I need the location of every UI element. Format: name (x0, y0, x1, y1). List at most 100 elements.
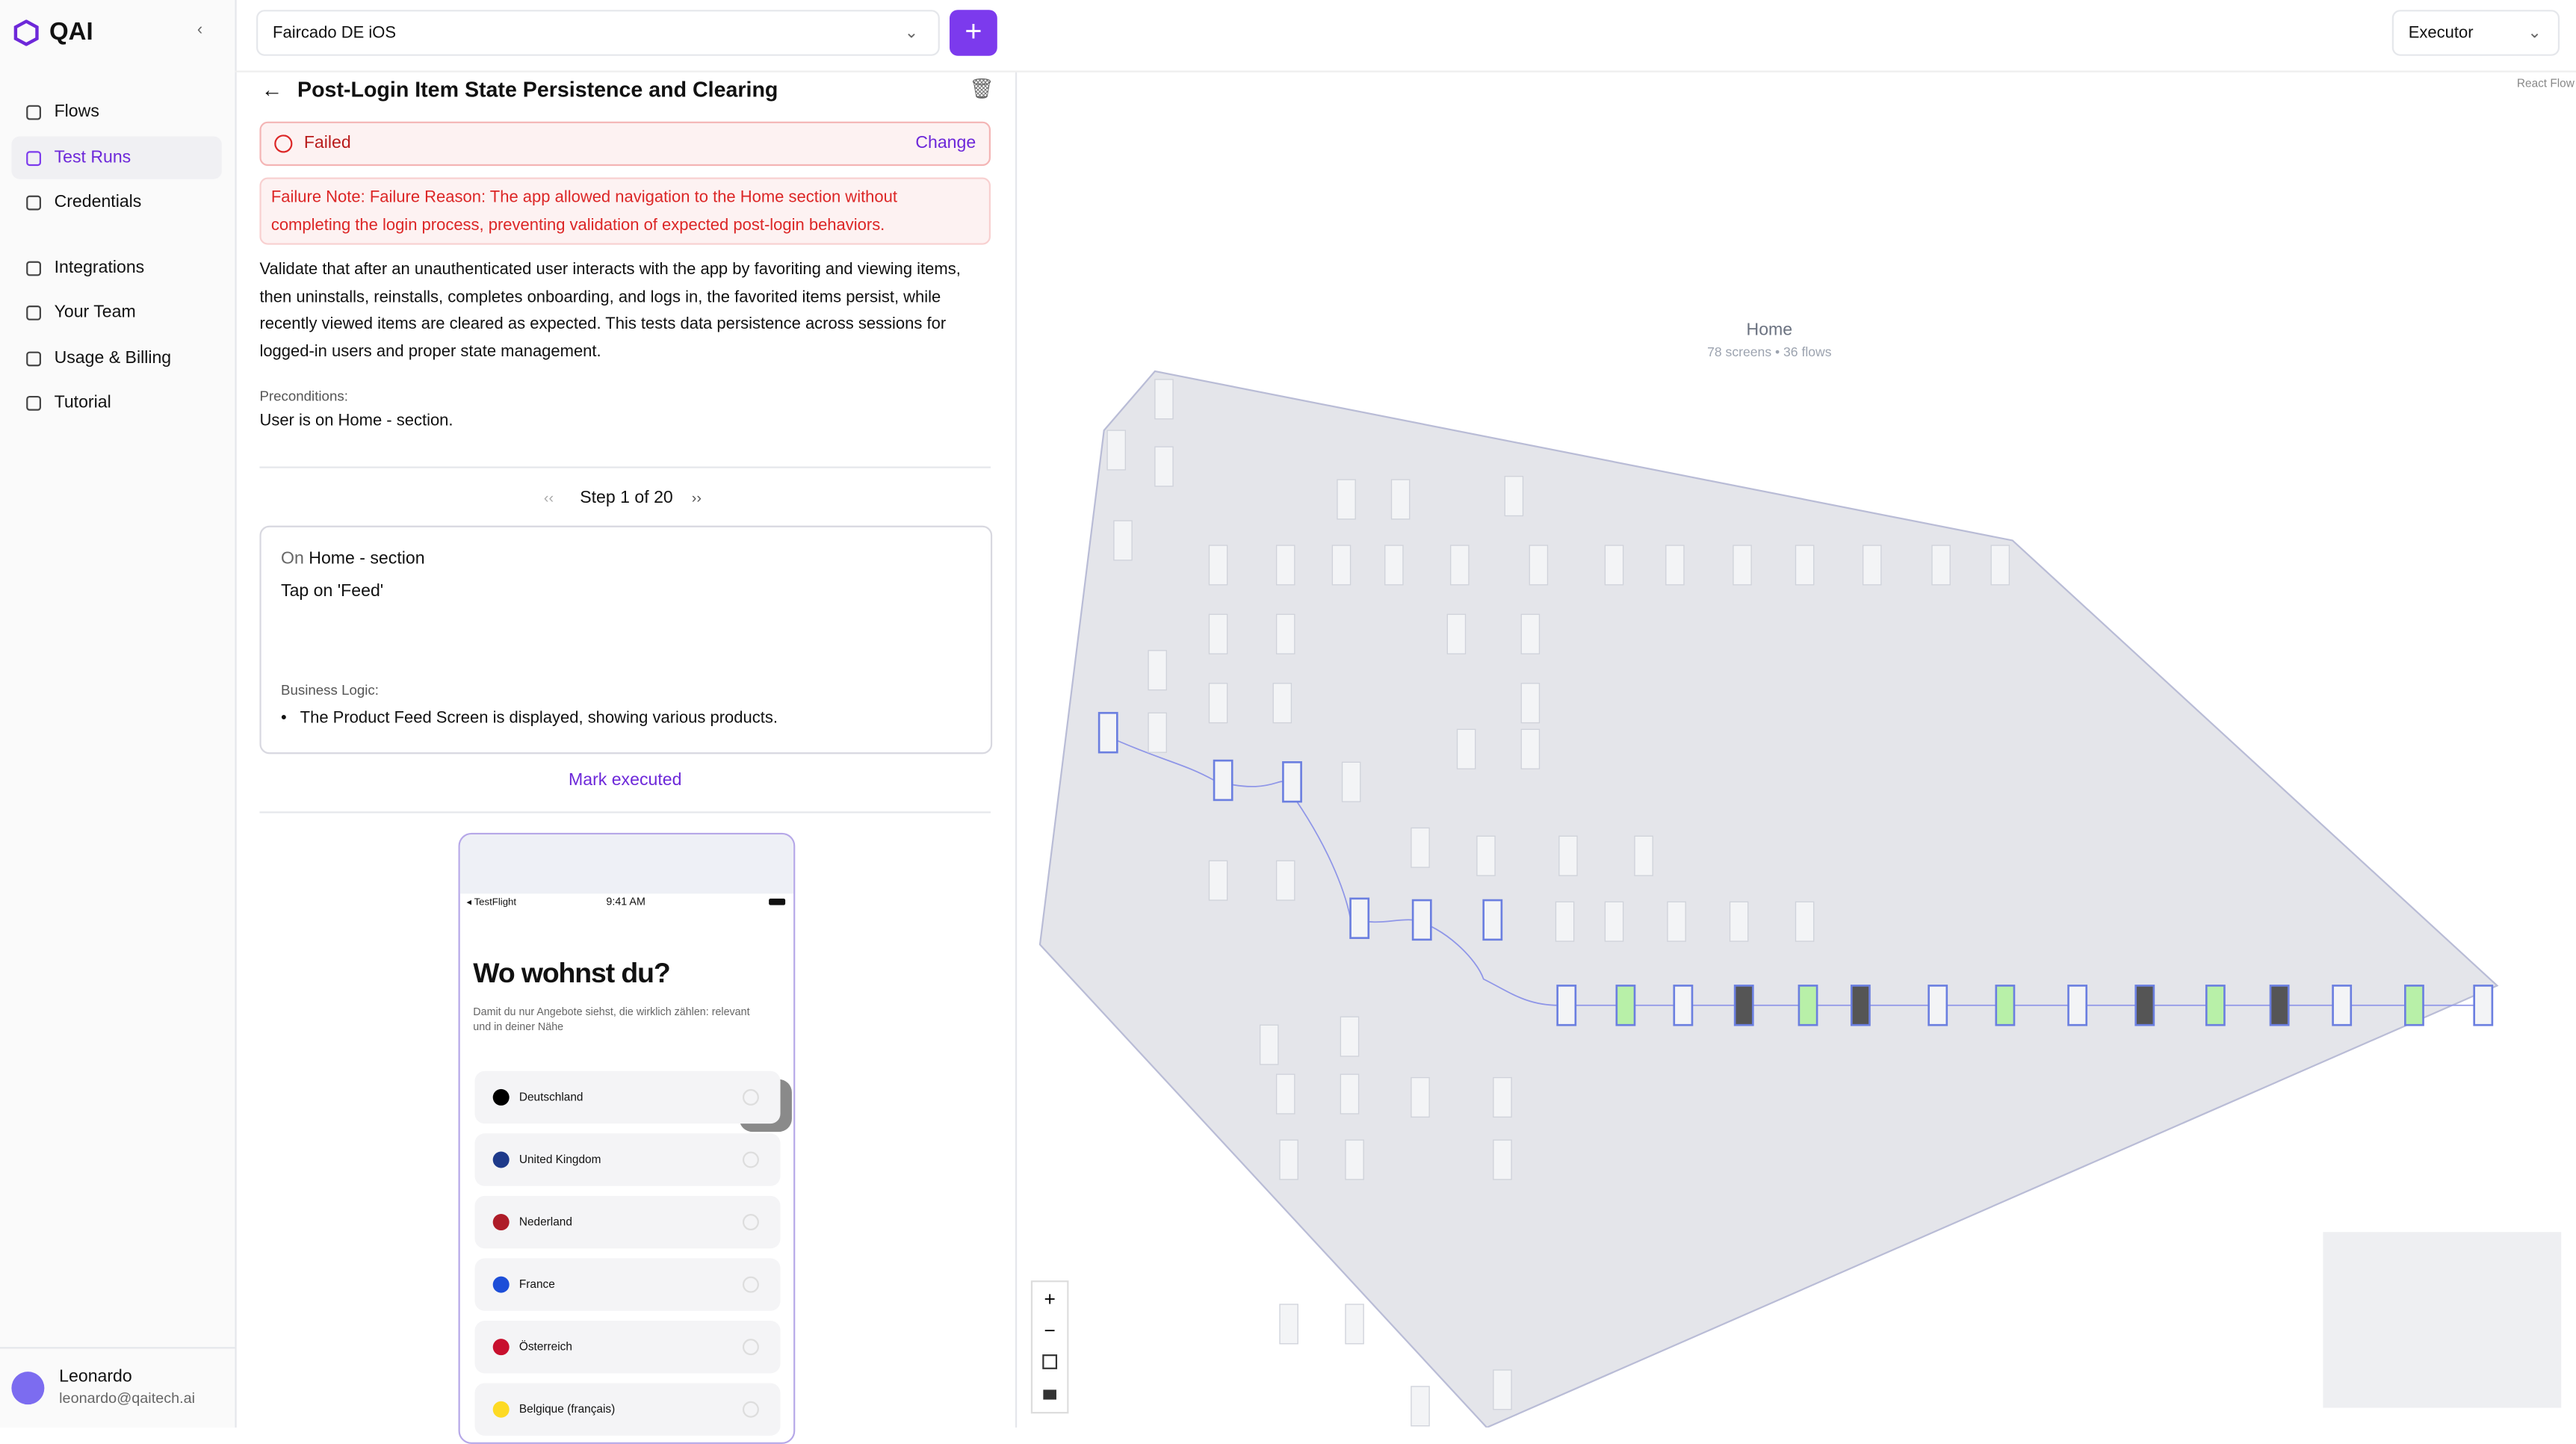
nav-item[interactable]: Integrations (11, 247, 221, 289)
screen-node[interactable] (2473, 985, 2494, 1026)
screen-node[interactable] (1520, 683, 1541, 724)
screen-node[interactable] (1154, 379, 1174, 420)
screen-node[interactable] (2067, 985, 2088, 1026)
lock[interactable] (1043, 1389, 1056, 1400)
screen-node[interactable] (1733, 985, 1754, 1026)
screen-node[interactable] (1272, 683, 1292, 724)
screen-node[interactable] (1555, 901, 1575, 942)
screen-node[interactable] (1476, 835, 1496, 876)
nav-item[interactable]: Test Runs (11, 136, 222, 179)
screen-node[interactable] (1604, 545, 1624, 586)
screen-node[interactable] (1615, 985, 1636, 1026)
screen-node[interactable] (1259, 1024, 1279, 1065)
screen-node[interactable] (1208, 683, 1228, 724)
screen-node[interactable] (1208, 545, 1228, 586)
screen-node[interactable] (1411, 827, 1430, 868)
country-option[interactable]: Deutschland (474, 1070, 781, 1124)
country-option[interactable]: United Kingdom (474, 1133, 781, 1186)
screen-node[interactable] (1275, 860, 1295, 901)
country-option[interactable]: Österreich (474, 1320, 781, 1374)
project-select[interactable]: Faircado DE iOS ⌄ (256, 10, 940, 56)
screen-node[interactable] (1208, 860, 1228, 901)
change-link[interactable]: Change (915, 133, 976, 153)
screen-node[interactable] (1275, 1073, 1295, 1115)
country-option[interactable]: France (474, 1258, 781, 1311)
screen-node[interactable] (1282, 761, 1302, 803)
delete[interactable]: 🗑 (969, 77, 994, 101)
next-step[interactable]: ›› (691, 489, 702, 506)
screen-node[interactable] (1931, 545, 1951, 586)
screen-node[interactable] (1928, 985, 1948, 1026)
screen-node[interactable] (1341, 761, 1361, 802)
screen-node[interactable] (2134, 985, 2155, 1026)
screen-node[interactable] (1345, 1139, 1364, 1180)
screen-node[interactable] (1275, 545, 1295, 586)
screen-node[interactable] (1493, 1369, 1512, 1410)
screen-node[interactable] (1279, 1139, 1298, 1180)
screen-node[interactable] (1275, 613, 1295, 654)
screen-node[interactable] (1990, 545, 2010, 586)
screen-node[interactable] (1411, 899, 1432, 941)
screen-node[interactable] (1345, 1304, 1364, 1345)
screen-node[interactable] (1148, 712, 1167, 753)
screen-node[interactable] (1482, 899, 1503, 941)
screen-node[interactable] (1529, 545, 1549, 586)
screen-node[interactable] (1213, 759, 1233, 802)
screen-node[interactable] (1106, 430, 1126, 471)
back[interactable]: ← (261, 77, 283, 102)
screen-node[interactable] (1863, 545, 1882, 586)
collapse[interactable]: ‹ (196, 21, 203, 40)
screen-node[interactable] (1340, 1016, 1360, 1057)
screen-node[interactable] (1673, 985, 1694, 1026)
screen-node[interactable] (1411, 1076, 1430, 1118)
screen-node[interactable] (1148, 650, 1167, 691)
screen-node[interactable] (2332, 985, 2353, 1026)
screen-node[interactable] (1634, 835, 1653, 876)
screen-node[interactable] (1384, 545, 1404, 586)
mark-executed[interactable]: Mark executed (568, 770, 682, 790)
screen-node[interactable] (1733, 545, 1752, 586)
screen-node[interactable] (1604, 901, 1624, 942)
nav-item[interactable]: Credentials (11, 181, 221, 223)
screen-node[interactable] (1493, 1139, 1512, 1180)
screen-node[interactable] (1520, 728, 1541, 769)
screen-node[interactable] (1208, 613, 1228, 654)
prev-step[interactable]: ‹‹ (543, 489, 554, 506)
nav-item[interactable]: Usage & Billing (11, 337, 221, 379)
screen-node[interactable] (1665, 545, 1685, 586)
nav-item[interactable]: Your Team (11, 291, 221, 333)
screen-node[interactable] (1795, 545, 1815, 586)
screen-node[interactable] (1279, 1304, 1298, 1345)
screen-node[interactable] (1446, 613, 1467, 654)
screen-node[interactable] (1113, 520, 1133, 561)
zoom-out[interactable]: − (1044, 1319, 1055, 1342)
country-option[interactable]: Nederland (474, 1195, 781, 1249)
screen-node[interactable] (1798, 985, 1818, 1026)
screen-node[interactable] (1729, 901, 1749, 942)
screen-node[interactable] (1337, 479, 1356, 520)
country-option[interactable]: Belgique (français) (474, 1383, 781, 1436)
screen-node[interactable] (1504, 476, 1524, 517)
screen-node[interactable] (1995, 985, 2016, 1026)
screen-node[interactable] (1456, 728, 1476, 769)
screen-node[interactable] (1411, 1386, 1430, 1427)
nav-item[interactable]: Tutorial (11, 381, 221, 424)
avatar[interactable] (11, 1372, 45, 1405)
add-button[interactable]: + (950, 10, 997, 56)
screen-node[interactable] (1349, 897, 1370, 939)
screen-node[interactable] (1493, 1076, 1512, 1118)
screen-node[interactable] (2269, 985, 2290, 1026)
screen-node[interactable] (1340, 1073, 1360, 1115)
role-select[interactable]: Executor ⌄ (2391, 10, 2560, 56)
screen-node[interactable] (1331, 545, 1352, 586)
screen-node[interactable] (1795, 901, 1815, 942)
screen-node[interactable] (1450, 545, 1470, 586)
fit-view[interactable] (1042, 1354, 1058, 1369)
screen-node[interactable] (1850, 985, 1871, 1026)
screen-node[interactable] (2205, 985, 2226, 1026)
screen-node[interactable] (1520, 613, 1541, 654)
screen-node[interactable] (1097, 712, 1118, 754)
zoom-in[interactable]: + (1044, 1288, 1055, 1310)
screen-node[interactable] (1667, 901, 1686, 942)
screen-node[interactable] (1556, 985, 1577, 1026)
